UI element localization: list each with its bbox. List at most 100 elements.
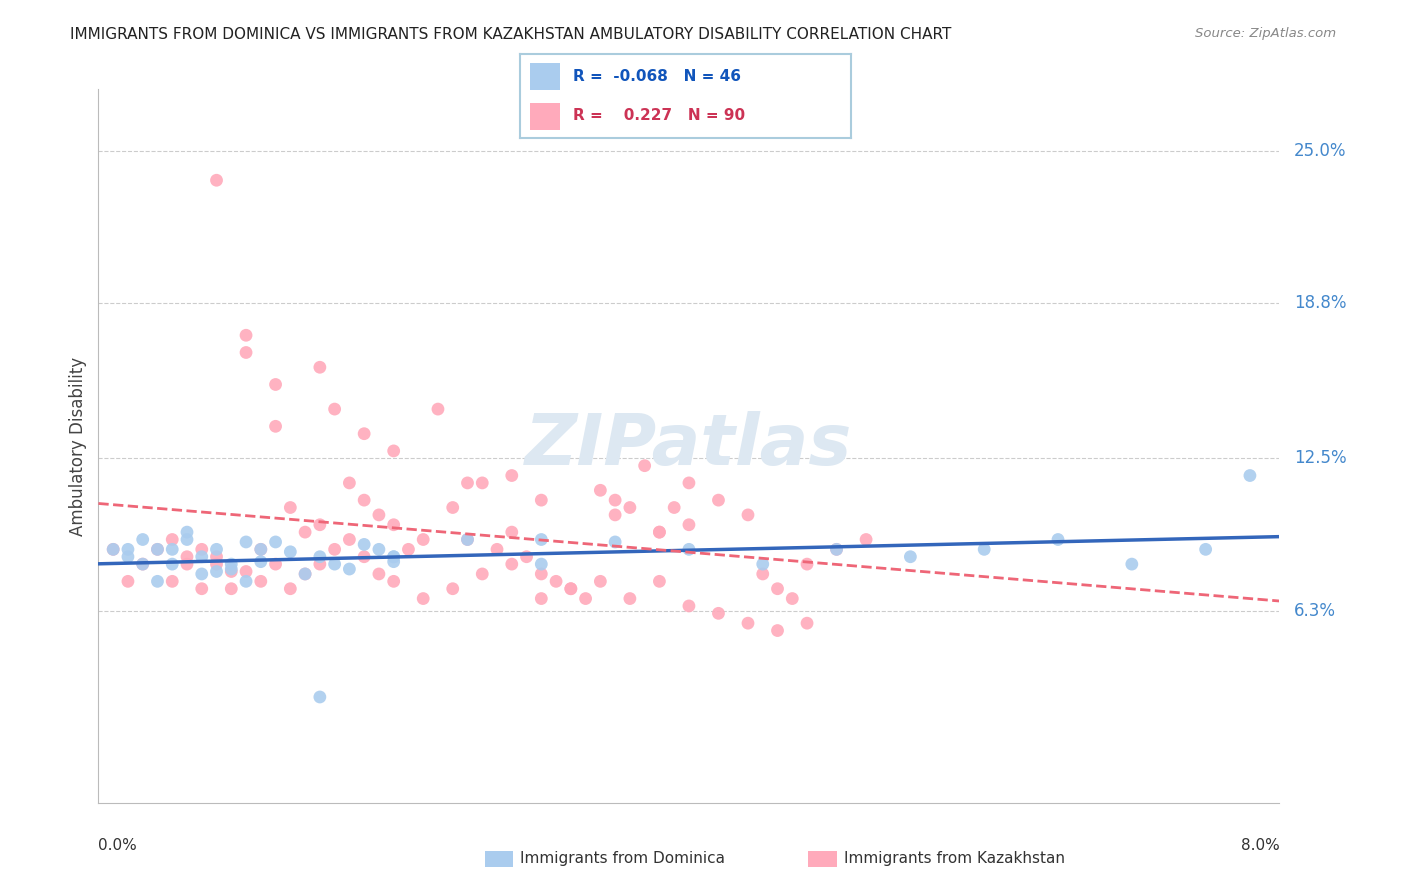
Point (412, 591, 434, 606)
Point (264, 535, 287, 549)
Point (382, 549, 405, 564)
Point (235, 535, 257, 549)
Point (337, 562, 360, 576)
Point (973, 542, 995, 557)
Point (146, 542, 169, 557)
Point (456, 533, 478, 547)
FancyBboxPatch shape (485, 851, 513, 867)
Point (471, 475, 494, 490)
Point (678, 475, 700, 490)
Text: Source: ZipAtlas.com: Source: ZipAtlas.com (1195, 27, 1336, 40)
Point (353, 426, 375, 441)
Point (396, 542, 419, 557)
Point (530, 557, 553, 571)
Point (382, 549, 405, 564)
Text: 25.0%: 25.0% (1294, 142, 1346, 160)
Text: R =    0.227   N = 90: R = 0.227 N = 90 (574, 108, 745, 123)
Point (294, 566, 316, 581)
Point (796, 557, 818, 571)
Point (117, 549, 139, 564)
Point (707, 607, 730, 621)
Point (353, 549, 375, 564)
Point (530, 533, 553, 547)
Point (485, 542, 508, 557)
Point (766, 624, 789, 638)
Point (132, 557, 155, 571)
Point (235, 345, 257, 359)
Point (737, 508, 759, 522)
Point (825, 542, 848, 557)
Point (308, 557, 332, 571)
Point (501, 557, 523, 571)
Point (117, 574, 139, 589)
Point (707, 493, 730, 508)
Point (412, 533, 434, 547)
FancyBboxPatch shape (530, 62, 560, 90)
Point (574, 591, 596, 606)
Text: 12.5%: 12.5% (1294, 450, 1347, 467)
Point (560, 582, 582, 596)
Point (382, 555, 405, 569)
Point (323, 542, 346, 557)
Point (176, 533, 198, 547)
Point (250, 574, 273, 589)
Point (250, 542, 273, 557)
Point (176, 557, 198, 571)
Point (648, 525, 671, 540)
Point (367, 508, 389, 522)
Text: ZIPatlas: ZIPatlas (526, 411, 852, 481)
Point (205, 557, 228, 571)
Text: Immigrants from Kazakhstan: Immigrants from Kazakhstan (844, 852, 1064, 866)
Point (162, 574, 183, 589)
Point (235, 565, 257, 579)
Point (382, 574, 405, 589)
Point (605, 493, 627, 508)
Point (737, 616, 759, 631)
Point (219, 557, 242, 571)
Point (205, 173, 228, 187)
Point (132, 533, 155, 547)
Text: IMMIGRANTS FROM DOMINICA VS IMMIGRANTS FROM KAZAKHSTAN AMBULATORY DISABILITY COR: IMMIGRANTS FROM DOMINICA VS IMMIGRANTS F… (70, 27, 952, 42)
Point (146, 574, 169, 589)
Point (235, 328, 257, 343)
Point (751, 557, 773, 571)
Point (162, 557, 183, 571)
Text: Immigrants from Dominica: Immigrants from Dominica (520, 852, 725, 866)
Point (1239, 468, 1261, 483)
Point (855, 533, 877, 547)
Point (456, 475, 478, 490)
Point (205, 549, 228, 564)
Point (176, 549, 198, 564)
Point (191, 582, 214, 596)
Point (294, 525, 316, 540)
Point (323, 557, 346, 571)
Point (353, 537, 375, 551)
Point (456, 533, 478, 547)
Point (471, 566, 494, 581)
Point (530, 591, 553, 606)
Point (441, 582, 464, 596)
Text: 0.0%: 0.0% (98, 838, 138, 854)
Y-axis label: Ambulatory Disability: Ambulatory Disability (69, 357, 87, 535)
Point (367, 542, 389, 557)
Point (619, 591, 641, 606)
Point (146, 542, 169, 557)
Point (162, 542, 183, 557)
Point (678, 599, 700, 613)
Point (103, 542, 124, 557)
Point (337, 475, 360, 490)
Point (825, 542, 848, 557)
Point (191, 549, 214, 564)
Point (501, 468, 523, 483)
Point (264, 377, 287, 392)
Point (898, 549, 921, 564)
Point (353, 493, 375, 508)
Point (796, 616, 818, 631)
Point (103, 542, 124, 557)
Point (530, 566, 553, 581)
Point (544, 574, 567, 589)
Point (219, 562, 242, 576)
Point (515, 549, 537, 564)
Point (501, 525, 523, 540)
Point (219, 565, 242, 579)
